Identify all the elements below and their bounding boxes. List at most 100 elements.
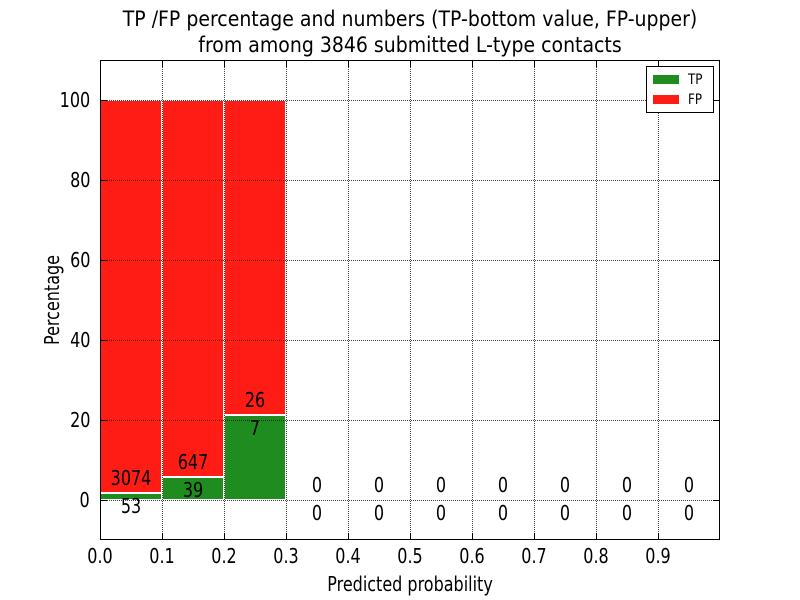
gridline-y: [100, 260, 720, 261]
y-tick-right: [713, 420, 719, 421]
gridline-x: [286, 60, 287, 540]
tp-count-label: 0: [373, 500, 385, 525]
tp-count-label: 0: [621, 500, 633, 525]
x-tick: [348, 533, 349, 539]
plot-area: [100, 60, 720, 540]
x-tick-label: 0.0: [87, 544, 113, 568]
x-tick-top: [348, 61, 349, 67]
gridline-y: [100, 180, 720, 181]
fp-count-label: 3074: [110, 465, 152, 490]
gridline-x: [596, 60, 597, 540]
x-tick: [286, 533, 287, 539]
tp-legend-swatch: [653, 75, 679, 84]
fp-count-label: 0: [621, 472, 633, 497]
y-tick: [101, 500, 107, 501]
gridline-x: [348, 60, 349, 540]
x-tick: [596, 533, 597, 539]
gridline-y: [100, 100, 720, 101]
fp-count-label: 0: [373, 472, 385, 497]
legend-entry-fp: FP: [653, 92, 707, 108]
fp-count-label: 0: [435, 472, 447, 497]
x-tick: [162, 533, 163, 539]
x-tick-top: [472, 61, 473, 67]
x-axis-label: Predicted probability: [327, 572, 493, 596]
x-tick-label: 0.6: [459, 544, 485, 568]
x-tick-label: 0.5: [397, 544, 423, 568]
x-tick-top: [534, 61, 535, 67]
gridline-x: [658, 60, 659, 540]
y-tick: [101, 260, 107, 261]
y-tick-right: [713, 340, 719, 341]
y-tick: [101, 100, 107, 101]
fp-legend-label: FP: [688, 91, 703, 108]
tp-count-label: 0: [559, 500, 571, 525]
chart-title-line2: from among 3846 submitted L-type contact…: [198, 33, 622, 57]
legend-entry-tp: TP: [653, 72, 707, 88]
y-tick-right: [713, 500, 719, 501]
tp-count-label: 39: [182, 477, 204, 502]
x-tick-top: [410, 61, 411, 67]
y-tick: [101, 340, 107, 341]
x-tick-label: 0.1: [149, 544, 175, 568]
gridline-y: [100, 500, 720, 501]
y-tick-right: [713, 180, 719, 181]
gridline-y: [100, 340, 720, 341]
y-axis-label: Percentage: [40, 254, 64, 346]
x-tick-label: 0.9: [645, 544, 671, 568]
legend: TP FP: [646, 66, 714, 113]
gridline-x: [472, 60, 473, 540]
fp-count-label: 0: [683, 472, 695, 497]
x-tick-label: 0.3: [273, 544, 299, 568]
fp-count-label: 647: [177, 449, 209, 474]
x-tick-top: [658, 61, 659, 67]
x-tick: [100, 533, 101, 539]
x-tick-label: 0.7: [521, 544, 547, 568]
fp-count-label: 0: [311, 472, 323, 497]
gridline-x: [224, 60, 225, 540]
x-tick-label: 0.8: [583, 544, 609, 568]
x-tick-top: [596, 61, 597, 67]
y-tick: [101, 420, 107, 421]
y-tick-label: 40: [69, 328, 90, 352]
gridline-x: [410, 60, 411, 540]
x-tick: [534, 533, 535, 539]
x-tick-top: [162, 61, 163, 67]
fp-count-label: 26: [244, 387, 266, 412]
x-tick: [472, 533, 473, 539]
tp-count-label: 0: [683, 500, 695, 525]
gridline-x: [534, 60, 535, 540]
tp-bar-segment: [224, 415, 286, 500]
y-tick-label: 0: [79, 488, 90, 512]
fp-bar-segment: [100, 100, 162, 494]
fp-count-label: 0: [559, 472, 571, 497]
chart-title: TP /FP percentage and numbers (TP-bottom…: [91, 6, 729, 58]
x-tick: [224, 533, 225, 539]
tp-count-label: 0: [435, 500, 447, 525]
y-tick-label: 80: [69, 168, 90, 192]
y-tick-label: 100: [59, 88, 90, 112]
fp-count-label: 0: [497, 472, 509, 497]
tp-count-label: 53: [120, 493, 142, 518]
tp-count-label: 0: [311, 500, 323, 525]
tp-legend-label: TP: [688, 71, 703, 88]
x-tick-top: [224, 61, 225, 67]
fp-bar-segment: [162, 100, 224, 478]
tp-count-label: 7: [249, 415, 261, 440]
y-tick: [101, 180, 107, 181]
x-tick-label: 0.2: [211, 544, 237, 568]
x-tick: [410, 533, 411, 539]
y-tick-label: 60: [69, 248, 90, 272]
gridline-y: [100, 420, 720, 421]
x-tick-top: [100, 61, 101, 67]
x-tick-label: 0.4: [335, 544, 361, 568]
x-tick-top: [286, 61, 287, 67]
fp-legend-swatch: [653, 95, 679, 104]
y-tick-right: [713, 260, 719, 261]
x-tick: [658, 533, 659, 539]
y-tick-right: [713, 100, 719, 101]
y-tick-label: 20: [69, 408, 90, 432]
chart-title-line1: TP /FP percentage and numbers (TP-bottom…: [122, 7, 698, 31]
gridline-x: [162, 60, 163, 540]
tp-count-label: 0: [497, 500, 509, 525]
